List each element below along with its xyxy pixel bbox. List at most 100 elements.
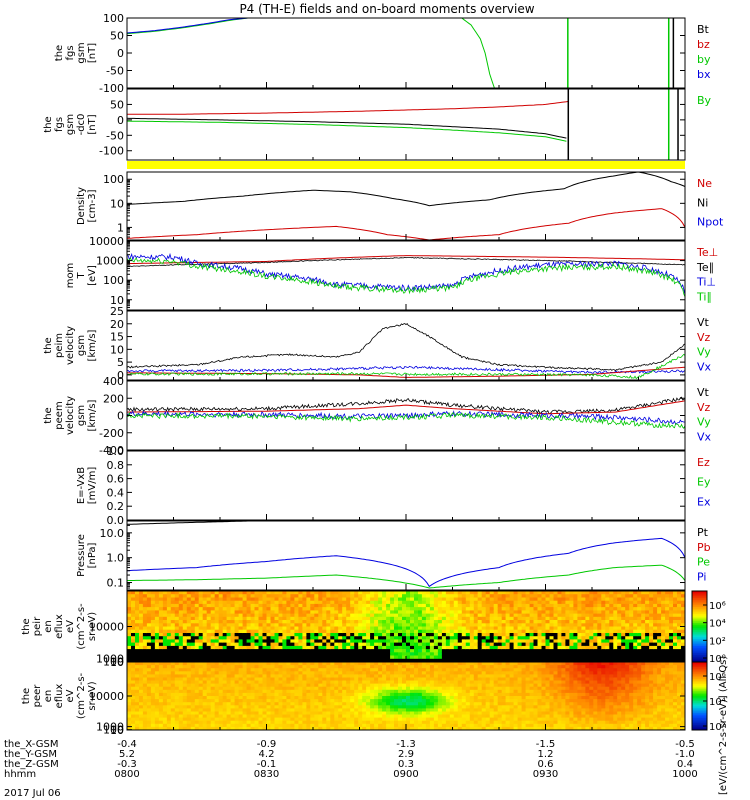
ylabel-line: gsm: [76, 335, 87, 356]
ytick-label-fgs-dc: 0: [117, 114, 124, 127]
ylabel-line: gsm: [65, 114, 76, 135]
xrow-value: 0900: [393, 769, 418, 780]
frame-temperature: [126, 240, 686, 311]
xrow-value: -1.3: [396, 739, 416, 750]
ylabel-line: the: [54, 45, 65, 61]
series-fgs-bx: [127, 18, 248, 34]
ylabel-line: [nT]: [87, 114, 98, 134]
ylabel-line: sr-eV): [87, 681, 98, 710]
xrow-value: -0.9: [257, 739, 277, 750]
legend-efield: Ez Ey Ex: [697, 456, 711, 508]
series-group-density: [127, 172, 685, 240]
legend-pressure-Pt: Pt: [697, 526, 709, 539]
xrow-value: 5.2: [119, 749, 135, 760]
series-group-peem-velocity: [127, 396, 685, 429]
series-density-Ni: [127, 172, 685, 207]
series-pressure-Pt: [127, 521, 248, 525]
ylabel-line: fgs: [65, 45, 76, 60]
legend-peim-velocity-Vx: Vx: [697, 360, 712, 373]
series-group-fgs: [127, 18, 675, 88]
ylabel-line: eflux: [54, 684, 65, 709]
ytick-label-peem-velocity: -400: [99, 444, 124, 457]
ytick-label-density: 10: [110, 197, 124, 210]
legend-temperature-Te⊥: Te⊥: [696, 246, 718, 259]
legend-pressure-Pi: Pi: [697, 570, 706, 583]
xrow-value: -1.0: [675, 749, 695, 760]
colorbar-tick-label: 10⁶: [709, 672, 726, 683]
ytick-label-peem-velocity: 400: [103, 375, 124, 388]
ylabel-line: [nPa]: [87, 542, 98, 568]
legend-peim-velocity-Vz: Vz: [697, 331, 711, 344]
xticks-fgs: [126, 82, 686, 88]
ytick-labels-peem-velocity: 400 200 0 -200 -400: [99, 375, 685, 457]
legend-pressure-Pe: Pe: [697, 556, 710, 569]
series-fgs-dc-Bt: [127, 117, 567, 139]
ylabel-line: the: [43, 116, 54, 132]
xrow-label-1: the_Y-GSM: [4, 749, 57, 760]
xrow-value: 0830: [254, 769, 279, 780]
ylabel-line: the: [21, 618, 32, 634]
ylabel-line: E=-VxB: [76, 467, 87, 504]
ylabel-line: -dc0: [76, 114, 87, 136]
colorbar-label: [eV/(cm^2-s-sr-eV)] (All Qs): [718, 656, 729, 795]
series-peem-velocity-Vt: [127, 396, 685, 415]
series-peim-velocity-Vx: [127, 365, 685, 374]
colorbar-tick-label: 10⁴: [709, 619, 726, 630]
ytick-labels-fgs-dc: 50 0 -50 -100: [99, 98, 685, 158]
ytick-label-peir: 10000: [89, 621, 124, 634]
ytick-label-pressure: 1.0: [107, 552, 125, 565]
series-temperature-Te⊥: [127, 255, 685, 265]
ytick-label-temperature: 1000: [96, 255, 124, 268]
ylabel-line: the: [43, 337, 54, 353]
ytick-label-fgs-dc: 50: [110, 98, 124, 111]
xrow-value: -0.5: [675, 739, 695, 750]
xticks-peim-velocity: [126, 374, 686, 380]
ylabel-line: velocity: [65, 396, 76, 435]
ylabel-line: eV: [65, 689, 76, 702]
ytick-labels-fgs: 100 50 0 -50 -100: [99, 12, 685, 95]
ytick-label-peim-velocity: 15: [110, 331, 124, 344]
ylabel-line: Density: [76, 187, 87, 225]
ytick-label-efield: 0.2: [107, 500, 125, 513]
series-pressure-Pe: [127, 564, 685, 589]
ytick-label-pressure: 0.1: [107, 577, 125, 590]
ytick-label-peer: 10000: [89, 690, 124, 703]
ytick-label-efield: 0.6: [107, 473, 125, 486]
ylabel-line: [km/s]: [87, 329, 98, 361]
xticks-density: [126, 234, 686, 240]
ylabel-efield: E=-VxB[mV/m]: [76, 467, 98, 505]
xrow-value: -0.4: [117, 739, 137, 750]
colorbar-tick-label: 10²: [709, 636, 726, 647]
ytick-label-fgs: -50: [106, 65, 124, 78]
ytick-label-efield: 0.0: [107, 514, 125, 527]
legend-fgs-bz: bz: [697, 38, 710, 51]
ylabel-line: en: [43, 620, 54, 633]
xticks-fgs-dc: [126, 154, 686, 160]
ytick-label-peim-velocity: 0: [117, 369, 124, 382]
series-peem-velocity-Vy: [127, 411, 685, 429]
legend-temperature-Te∥: Te∥: [696, 261, 714, 274]
ylabel-line: the: [43, 407, 54, 423]
series-group-fgs-dc: [127, 89, 679, 160]
frame-efield: [126, 450, 686, 521]
legend-density-Ne: Ne: [697, 177, 712, 190]
xrow-value: 0800: [114, 769, 139, 780]
legend-temperature-Ti∥: Ti∥: [696, 290, 712, 303]
xrow-value: -0.1: [257, 759, 277, 770]
ylabel-line: [eV]: [87, 265, 98, 286]
ytick-label-peim-velocity: 20: [110, 318, 124, 331]
ytick-labels-temperature: 10000 1000 100 10: [89, 235, 685, 311]
ylabel-line: peem: [54, 401, 65, 429]
ylabel-peim-velocity: thepeimvelocitygsm[km/s]: [43, 326, 98, 365]
series-pressure-Pi: [127, 537, 685, 588]
ytick-label-fgs: -100: [99, 82, 124, 95]
ylabel-line: eV: [65, 620, 76, 633]
panel-peem-velocity: 4002000-200-400thepeemvelocitygsm[km/s]V…: [43, 375, 712, 457]
legend-fgs-dc-By: By: [697, 94, 712, 107]
series-peim-velocity-Vt: [127, 323, 685, 372]
ylabel-line: the: [21, 688, 32, 704]
legend-peem-velocity-Vx: Vx: [697, 430, 712, 443]
